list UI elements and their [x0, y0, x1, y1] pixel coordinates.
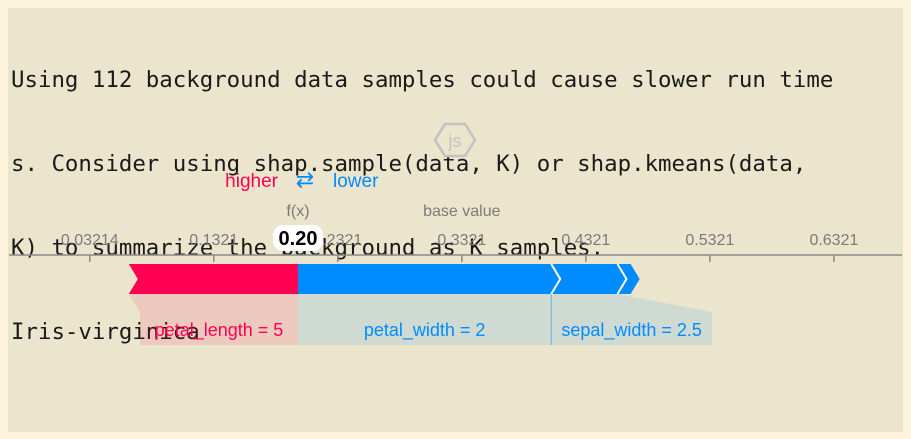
segment-separator — [616, 263, 628, 295]
legend-lower: lower — [333, 171, 379, 192]
tick-label: 0.2321 — [313, 232, 362, 249]
class-label: Iris-virginica — [11, 319, 200, 345]
feature-label: sepal_width = 2.5 — [561, 320, 702, 341]
legend-arrow-icon: ⇄ — [296, 168, 314, 193]
base-value-label: base value — [423, 203, 500, 220]
tick-label: 0.5321 — [685, 232, 734, 249]
feature-shade — [551, 294, 712, 345]
tick-label: 0.1321 — [189, 232, 238, 249]
feature-shade — [297, 294, 552, 345]
tick-label: 0.4321 — [561, 232, 610, 249]
fx-value: 0.20 — [279, 228, 318, 250]
tick-label: 0.6321 — [809, 232, 858, 249]
feature-bar — [297, 264, 561, 294]
console-output: Using 112 background data samples could … — [11, 10, 901, 374]
tick-label: 0.03214 — [61, 232, 119, 249]
legend-higher: higher — [225, 171, 278, 192]
tick-label: 0.3321 — [437, 232, 486, 249]
warning-line: s. Consider using shap.sample(data, K) o… — [11, 151, 807, 177]
feature-bar — [551, 264, 627, 294]
feature-bar — [128, 264, 298, 294]
warning-line: Using 112 background data samples could … — [11, 67, 834, 93]
fx-label: f(x) — [286, 203, 309, 220]
fx-value-badge: 0.20 — [272, 225, 323, 251]
output-cell — [8, 8, 903, 432]
feature-label: petal_length = 5 — [155, 320, 284, 341]
js-logo-icon: js — [433, 122, 477, 158]
feature-label: petal_width = 2 — [364, 320, 486, 341]
js-logo-text: js — [448, 131, 462, 151]
segment-separator — [550, 263, 562, 295]
feature-shade — [128, 294, 298, 345]
